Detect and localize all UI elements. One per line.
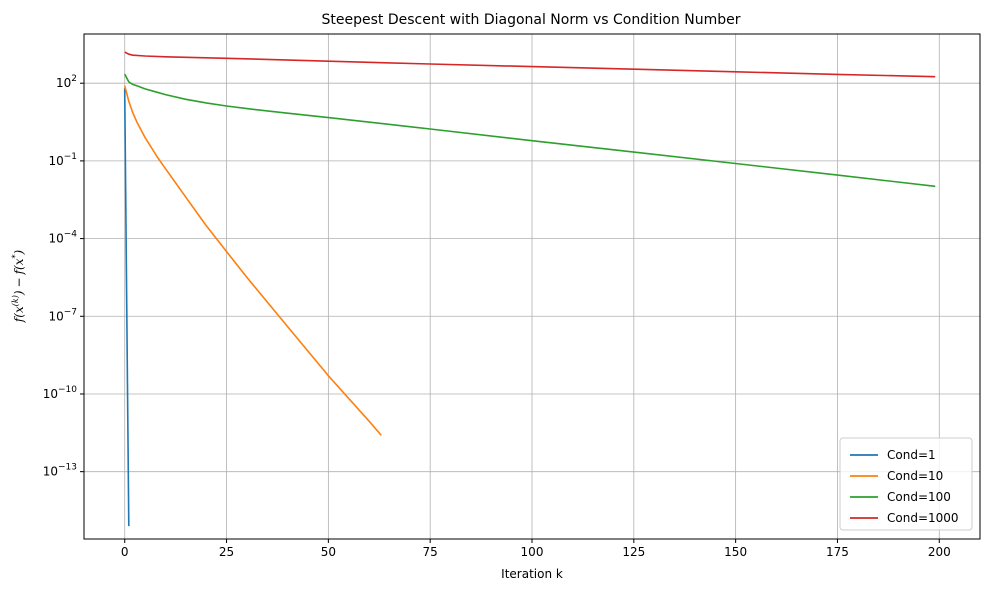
y-tick-label: 10−10 <box>43 385 78 401</box>
x-tick-label: 150 <box>724 545 747 559</box>
x-tick-label: 0 <box>121 545 129 559</box>
x-tick-label: 175 <box>826 545 849 559</box>
y-tick-label: 10−13 <box>43 463 77 479</box>
y-tick-label: 10−7 <box>48 307 77 323</box>
x-axis-label: Iteration k <box>501 567 563 581</box>
y-tick-label: 10−4 <box>48 230 77 246</box>
legend-label: Cond=10 <box>887 469 943 483</box>
x-tick-label: 100 <box>521 545 544 559</box>
x-tick-label: 25 <box>219 545 234 559</box>
y-axis-ticks: 102 10−1 10−4 10−7 10−10 10−13 <box>43 74 84 479</box>
x-tick-label: 200 <box>928 545 951 559</box>
y-axis-label: f(x(k))−f(x*) <box>11 250 26 324</box>
y-tick-label: 102 <box>56 74 77 90</box>
legend-label: Cond=1000 <box>887 511 959 525</box>
x-tick-label: 50 <box>321 545 336 559</box>
series-line-cond-1 <box>123 88 130 527</box>
legend-box <box>839 437 973 531</box>
y-label-f: f <box>12 315 26 323</box>
y-tick-label: 10−1 <box>48 152 77 168</box>
chart-title: Steepest Descent with Diagonal Norm vs C… <box>322 12 741 28</box>
x-tick-label: 125 <box>622 545 645 559</box>
grid <box>84 34 980 539</box>
legend-label: Cond=1 <box>887 448 936 462</box>
x-tick-label: 75 <box>423 545 438 559</box>
x-axis-ticks: 0 25 50 75 100 125 150 175 200 <box>121 539 951 559</box>
svg-text:f(x(k))−f(x*): f(x(k))−f(x*) <box>11 250 26 324</box>
legend: Cond=1 Cond=10 Cond=100 Cond=1000 <box>839 437 973 531</box>
series-line-cond-1000 <box>124 51 936 78</box>
series-group <box>123 51 936 527</box>
series-line-cond-10 <box>123 85 382 436</box>
legend-label: Cond=100 <box>887 490 951 504</box>
series-line-cond-100 <box>123 73 936 188</box>
